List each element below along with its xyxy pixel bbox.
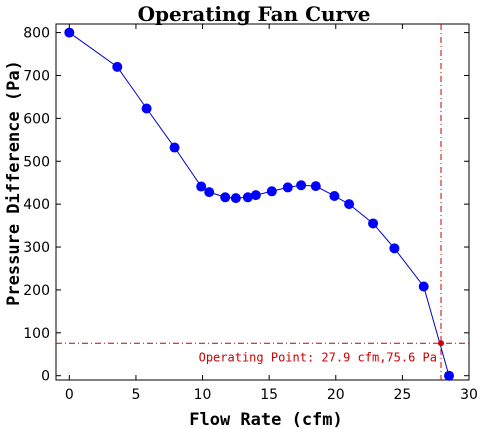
chart-title: Operating Fan Curve — [138, 2, 371, 26]
x-tick-label-2: 10 — [194, 387, 212, 403]
x-tick-label-1: 5 — [131, 387, 140, 403]
x-tick-label-6: 30 — [460, 387, 477, 403]
fan-curve-point-17 — [389, 243, 400, 254]
fan-curve-point-18 — [418, 281, 429, 292]
operating-point-reference-lines — [56, 24, 469, 380]
y-tick-label-3: 300 — [23, 240, 50, 256]
x-tick-label-4: 20 — [327, 387, 345, 403]
fan-curve-point-9 — [250, 190, 261, 201]
y-tick-label-5: 500 — [23, 154, 50, 170]
fan-curve-point-13 — [310, 181, 321, 192]
fan-curve-point-12 — [296, 180, 307, 191]
fan-curve-point-6 — [220, 192, 231, 203]
y-tick-label-8: 800 — [23, 26, 50, 42]
fan-curve-point-3 — [169, 142, 180, 153]
fan-curve-point-0 — [64, 27, 75, 38]
fan-curve-point-1 — [112, 61, 123, 72]
y-tick-label-4: 400 — [23, 197, 50, 213]
fan-curve-point-15 — [344, 199, 355, 210]
fan-curve-point-4 — [196, 181, 207, 192]
y-axis-label: Pressure Difference (Pa) — [4, 60, 24, 306]
fan-curve-point-5 — [204, 187, 215, 198]
plot-frame — [55, 23, 470, 381]
fan-curve-point-7 — [230, 193, 241, 204]
operating-point-label: Operating Point: 27.9 cfm,75.6 Pa — [199, 350, 437, 364]
x-tick-label-5: 25 — [393, 387, 411, 403]
y-tick-label-2: 200 — [23, 283, 50, 299]
x-tick-label-0: 0 — [65, 387, 74, 403]
x-tick-label-3: 15 — [260, 387, 278, 403]
fan-curve-point-16 — [368, 218, 379, 229]
operating-point-group: Operating Point: 27.9 cfm,75.6 Pa — [199, 340, 445, 364]
x-axis-label: Flow Rate (cfm) — [189, 410, 343, 429]
fan-curve-point-14 — [329, 190, 340, 201]
y-tick-label-1: 100 — [23, 326, 50, 342]
fan-curve-line — [69, 32, 450, 376]
fan-curve-series — [64, 27, 455, 381]
y-tick-label-0: 0 — [41, 369, 50, 385]
fan-curve-point-8 — [242, 192, 253, 203]
operating-point-marker — [438, 340, 445, 347]
y-tick-label-6: 600 — [23, 111, 50, 127]
fan-curve-point-11 — [282, 182, 293, 193]
y-tick-label-7: 700 — [23, 68, 50, 84]
fan-curve-point-19 — [444, 370, 455, 381]
fan-curve-point-2 — [141, 103, 152, 114]
fan-curve-point-10 — [266, 186, 277, 197]
